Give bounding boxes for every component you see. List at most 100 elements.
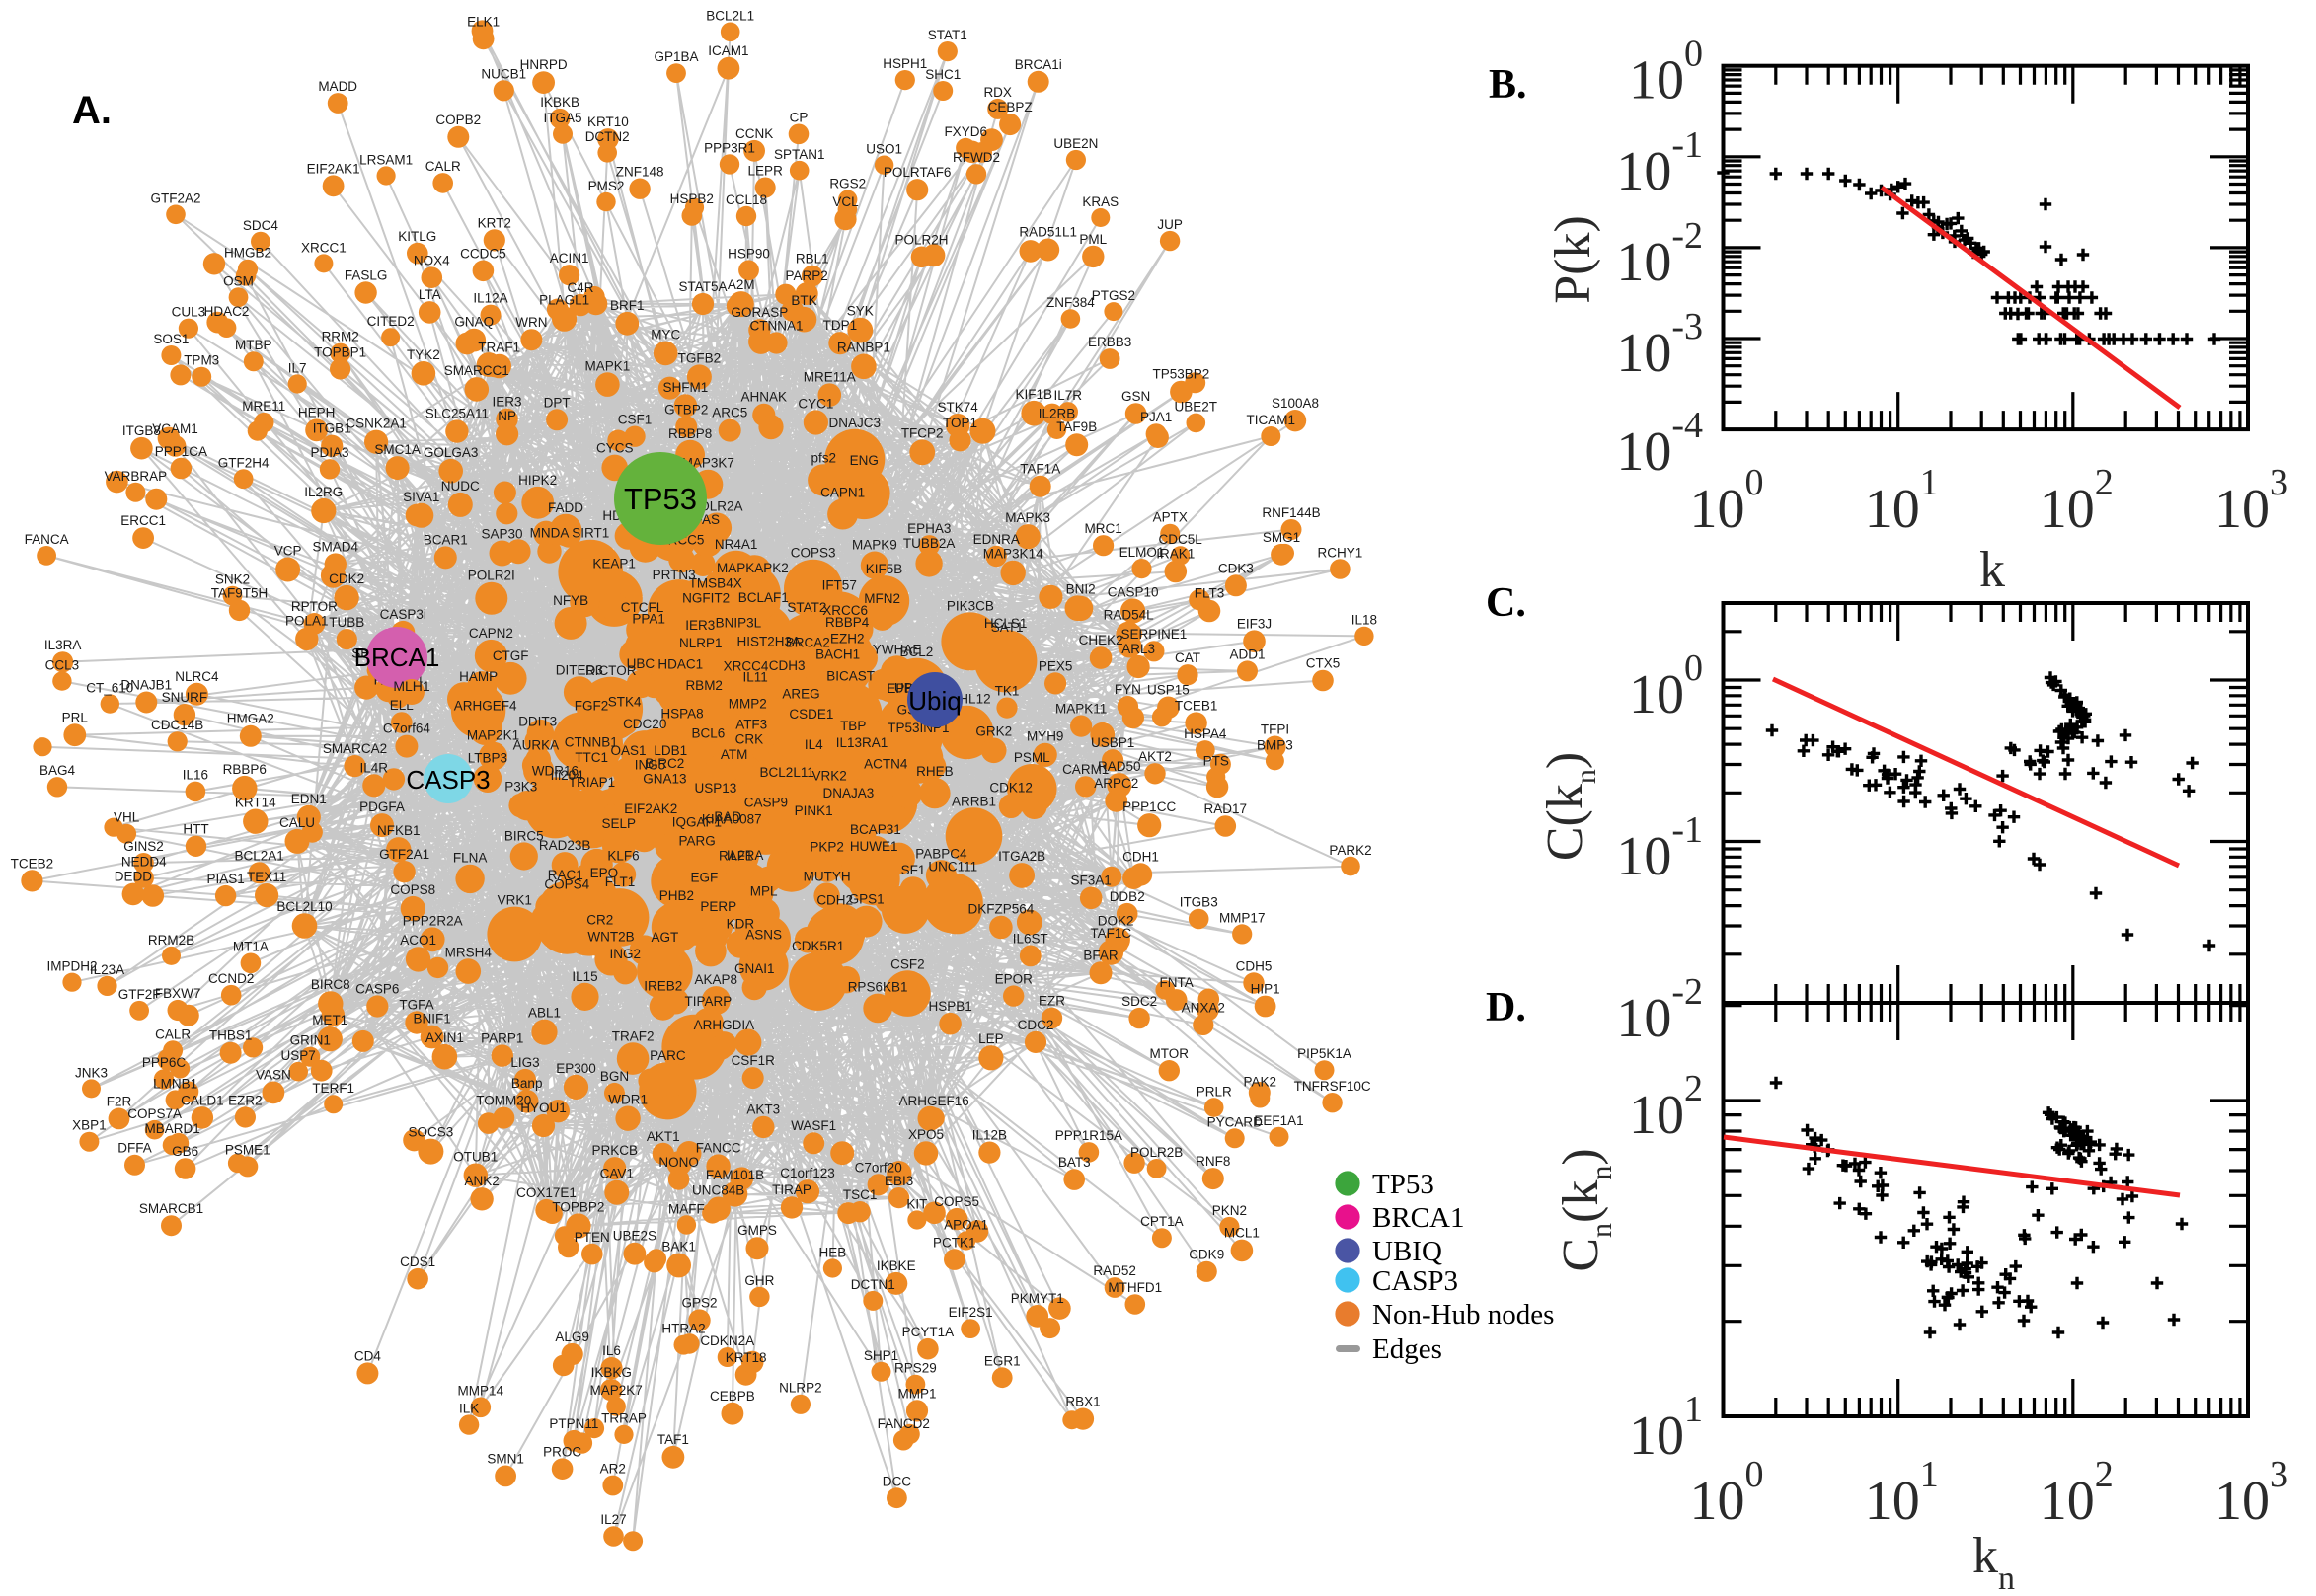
svg-text:RAF1: RAF1 [719, 848, 753, 863]
svg-text:CD4: CD4 [354, 1348, 381, 1363]
svg-text:ACTN4: ACTN4 [864, 757, 908, 772]
svg-text:SMC1A: SMC1A [374, 442, 421, 457]
svg-text:PTPN11: PTPN11 [549, 1416, 598, 1431]
svg-text:ZNF384: ZNF384 [1046, 295, 1095, 310]
svg-text:RBBP4: RBBP4 [825, 615, 870, 630]
svg-text:k: k [1979, 542, 2005, 598]
svg-text:DEDD: DEDD [115, 870, 153, 884]
svg-text:TAF1C: TAF1C [1090, 926, 1131, 941]
svg-text:ALG9: ALG9 [555, 1330, 589, 1344]
svg-text:CSNK2A1: CSNK2A1 [346, 417, 407, 431]
svg-text:VASN: VASN [256, 1068, 291, 1083]
svg-text:PRKCB: PRKCB [591, 1143, 638, 1158]
svg-text:POLR2I: POLR2I [468, 569, 515, 583]
svg-text:CT_610: CT_610 [86, 680, 133, 695]
svg-text:BRCA1: BRCA1 [1372, 1202, 1464, 1234]
svg-text:IL2RA: IL2RA [727, 848, 764, 863]
svg-text:IL11: IL11 [742, 669, 767, 684]
svg-text:PIAS1: PIAS1 [206, 872, 244, 886]
svg-text:pfs2: pfs2 [811, 450, 837, 465]
svg-text:CCL18: CCL18 [726, 192, 767, 207]
svg-text:ARHGDIA: ARHGDIA [694, 1018, 755, 1032]
svg-text:THBS1: THBS1 [209, 1028, 253, 1043]
svg-text:LMNB1: LMNB1 [153, 1076, 197, 1091]
svg-text:HAMP: HAMP [459, 669, 498, 684]
svg-text:CTX5: CTX5 [1306, 656, 1341, 671]
svg-text:KRT18: KRT18 [726, 1350, 767, 1365]
svg-text:HUWE1: HUWE1 [850, 839, 898, 854]
svg-text:EGF: EGF [691, 871, 719, 885]
svg-text:CAPN2: CAPN2 [469, 626, 513, 641]
svg-text:CASP6: CASP6 [355, 981, 399, 996]
svg-text:CALU: CALU [279, 815, 315, 830]
svg-text:TRAF2: TRAF2 [612, 1028, 655, 1043]
svg-text:MTBP: MTBP [235, 338, 272, 352]
svg-text:CCNK: CCNK [735, 126, 773, 141]
svg-text:HTRA2: HTRA2 [661, 1322, 705, 1336]
svg-text:SMN1: SMN1 [487, 1452, 524, 1467]
svg-text:MMP17: MMP17 [1219, 910, 1266, 925]
svg-text:CYC1: CYC1 [798, 396, 833, 411]
svg-text:PEX5: PEX5 [1039, 658, 1073, 673]
svg-text:MADD: MADD [318, 79, 357, 94]
svg-text:KDR: KDR [727, 916, 755, 931]
svg-text:PRL: PRL [62, 710, 89, 724]
svg-text:BCAP31: BCAP31 [850, 822, 901, 837]
svg-text:EIF2AK2: EIF2AK2 [624, 801, 677, 816]
svg-text:TCEB1: TCEB1 [1175, 698, 1218, 713]
svg-text:TP53: TP53 [1372, 1169, 1434, 1200]
svg-text:IL7: IL7 [288, 360, 307, 375]
svg-text:KIAA0087: KIAA0087 [702, 811, 762, 826]
svg-text:KEAP1: KEAP1 [592, 557, 636, 571]
svg-text:NLRP2: NLRP2 [779, 1381, 822, 1396]
svg-text:IL2RB: IL2RB [1039, 407, 1076, 421]
svg-text:SPTAN1: SPTAN1 [774, 147, 825, 162]
svg-text:MAP3K14: MAP3K14 [983, 547, 1043, 562]
svg-text:BAG4: BAG4 [39, 763, 76, 778]
svg-text:EPO: EPO [590, 866, 619, 880]
svg-text:TCEB2: TCEB2 [11, 856, 54, 871]
svg-text:HSP90: HSP90 [728, 246, 770, 261]
svg-text:TMSB4X: TMSB4X [689, 576, 742, 591]
svg-text:ANK2: ANK2 [464, 1174, 499, 1188]
svg-text:FNTA: FNTA [1159, 975, 1193, 990]
svg-text:FYN: FYN [1115, 682, 1141, 697]
svg-text:TP53: TP53 [624, 482, 697, 516]
svg-text:IL12A: IL12A [473, 291, 507, 306]
svg-text:TIRAP: TIRAP [772, 1182, 811, 1197]
svg-text:KRT2: KRT2 [478, 215, 511, 230]
svg-text:MRE11: MRE11 [242, 399, 285, 414]
svg-text:DITED3: DITED3 [556, 662, 603, 677]
svg-text:GMPS: GMPS [737, 1223, 777, 1238]
svg-text:HSPH1: HSPH1 [883, 56, 927, 71]
svg-text:DKFZP564: DKFZP564 [968, 902, 1035, 917]
svg-text:AHNAK: AHNAK [741, 390, 788, 405]
svg-text:BRF1: BRF1 [610, 298, 645, 313]
svg-text:COPS8: COPS8 [390, 882, 435, 897]
svg-text:ATF3: ATF3 [735, 718, 767, 732]
svg-text:COPS5: COPS5 [934, 1194, 979, 1209]
svg-text:DNAJB1: DNAJB1 [120, 678, 172, 693]
svg-text:CDC5L: CDC5L [1158, 532, 1202, 547]
svg-text:ARHGEF16: ARHGEF16 [898, 1094, 968, 1108]
svg-text:GORASP: GORASP [732, 305, 789, 320]
svg-text:PARP1: PARP1 [481, 1030, 523, 1045]
svg-text:GSN: GSN [1121, 389, 1150, 404]
svg-text:Cn(kn): Cn(kn) [1553, 1148, 1618, 1271]
svg-text:ELK1: ELK1 [467, 14, 500, 29]
svg-text:EP300: EP300 [556, 1061, 596, 1076]
svg-text:XRCC4: XRCC4 [724, 659, 769, 674]
svg-text:CCDC5: CCDC5 [460, 247, 506, 262]
svg-text:MAP3K7: MAP3K7 [682, 456, 734, 471]
svg-text:RAD50: RAD50 [1098, 759, 1141, 774]
svg-text:ING2: ING2 [610, 947, 642, 961]
svg-text:RDX: RDX [983, 85, 1012, 100]
svg-text:GNAQ: GNAQ [454, 315, 494, 330]
svg-text:SF1: SF1 [901, 863, 926, 877]
svg-text:IMPDH2: IMPDH2 [46, 959, 97, 974]
svg-text:IER3: IER3 [685, 618, 715, 633]
svg-text:BAD: BAD [714, 809, 741, 824]
svg-text:IL15: IL15 [572, 969, 597, 984]
svg-text:ITGB1: ITGB1 [313, 421, 351, 436]
svg-text:EIF3J: EIF3J [1237, 616, 1272, 631]
